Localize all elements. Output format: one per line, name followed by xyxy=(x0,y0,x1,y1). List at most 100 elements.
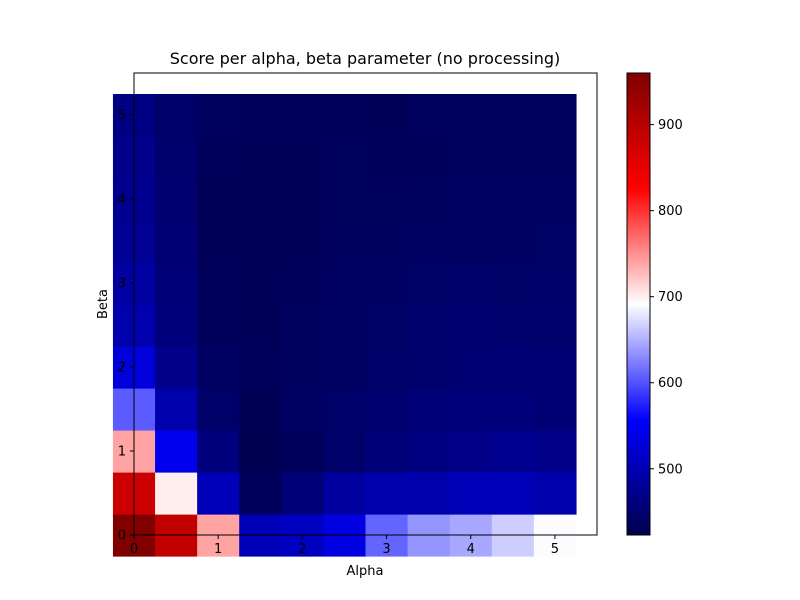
heatmap-cell xyxy=(197,136,240,179)
heatmap-cell xyxy=(533,94,577,137)
heatmap-cell xyxy=(239,304,282,347)
heatmap-cell xyxy=(323,388,367,431)
heatmap-cell xyxy=(155,388,198,431)
heatmap-cell xyxy=(407,430,451,473)
colorbar-tick-label: 800 xyxy=(658,204,683,219)
heatmap-cell xyxy=(491,94,535,137)
heatmap-cell xyxy=(449,388,493,431)
heatmap-cell xyxy=(281,388,325,431)
y-tick-label: 1 xyxy=(118,445,126,460)
heatmap-cell xyxy=(449,430,493,473)
heatmap-cell xyxy=(281,472,325,515)
heatmap-cell xyxy=(281,94,325,137)
heatmap-cell xyxy=(407,94,451,137)
heatmap-cell xyxy=(197,94,240,137)
heatmap-cell xyxy=(365,136,409,179)
heatmap-cell xyxy=(491,388,535,431)
heatmap-cell xyxy=(491,262,535,305)
heatmap-cell xyxy=(407,136,451,179)
heatmap-cell xyxy=(449,178,493,221)
heatmap-cell xyxy=(449,136,493,179)
heatmap-cell xyxy=(533,472,577,515)
heatmap-cell xyxy=(239,262,282,305)
heatmap-cell xyxy=(239,388,282,431)
heatmap-cell xyxy=(281,178,325,221)
heatmap-cell xyxy=(323,472,367,515)
heatmap-cell xyxy=(407,388,451,431)
chart-title: Score per alpha, beta parameter (no proc… xyxy=(170,49,561,68)
heatmap-cell xyxy=(197,430,240,473)
heatmap-cell xyxy=(491,136,535,179)
heatmap-cell xyxy=(449,346,493,389)
heatmap-cell xyxy=(365,178,409,221)
heatmap-cells xyxy=(112,94,577,557)
heatmap-cell xyxy=(365,304,409,347)
heatmap-cell xyxy=(323,178,367,221)
heatmap-cell xyxy=(491,346,535,389)
heatmap-cell xyxy=(365,472,409,515)
heatmap-cell xyxy=(365,430,409,473)
heatmap-cell xyxy=(365,94,409,137)
heatmap-cell xyxy=(323,136,367,179)
heatmap-cell xyxy=(491,472,535,515)
heatmap-cell xyxy=(449,262,493,305)
heatmap-cell xyxy=(239,220,282,263)
heatmap-cell xyxy=(155,472,198,515)
plot-frame xyxy=(133,72,598,536)
heatmap-cell xyxy=(197,472,240,515)
y-tick-label: 4 xyxy=(118,193,126,208)
heatmap-cell xyxy=(323,430,367,473)
y-axis-label: Beta xyxy=(96,289,111,319)
heatmap-cell xyxy=(323,304,367,347)
heatmap-cell xyxy=(239,136,282,179)
heatmap-cell xyxy=(491,220,535,263)
colorbar-tick-label: 500 xyxy=(658,462,683,477)
heatmap-cell xyxy=(365,388,409,431)
heatmap-cell xyxy=(365,220,409,263)
heatmap-cell xyxy=(407,346,451,389)
heatmap-cell xyxy=(155,262,198,305)
heatmap-cell xyxy=(197,346,240,389)
heatmap-cell xyxy=(533,304,577,347)
heatmap-cell xyxy=(533,136,577,179)
heatmap-cell xyxy=(281,346,325,389)
heatmap-cell xyxy=(323,94,367,137)
heatmap-cell xyxy=(197,178,240,221)
heatmap-cell xyxy=(155,430,198,473)
heatmap-cell xyxy=(491,430,535,473)
heatmap-cell xyxy=(281,262,325,305)
heatmap-cell xyxy=(281,136,325,179)
colorbar-tick-label: 600 xyxy=(658,376,683,391)
heatmap-cell xyxy=(281,430,325,473)
heatmap-cell xyxy=(155,136,198,179)
colorbar-tick-label: 700 xyxy=(658,290,683,305)
y-axis-ticks: 0 1 2 3 4 5 xyxy=(118,109,134,544)
heatmap-cell xyxy=(491,178,535,221)
heatmap-cell xyxy=(155,220,198,263)
heatmap-cell xyxy=(323,262,367,305)
x-tick-label: 0 xyxy=(130,542,138,557)
heatmap-cell xyxy=(491,304,535,347)
heatmap-cell xyxy=(407,178,451,221)
x-axis-label: Alpha xyxy=(347,564,384,579)
heatmap-cell xyxy=(449,304,493,347)
x-tick-label: 3 xyxy=(382,542,390,557)
heatmap-cell xyxy=(533,388,577,431)
x-axis-ticks: 0 1 2 3 4 5 xyxy=(130,535,559,557)
heatmap-cell xyxy=(197,262,240,305)
heatmap-cell xyxy=(449,94,493,137)
heatmap-cell xyxy=(407,262,451,305)
y-tick-label: 5 xyxy=(118,109,126,124)
heatmap-cell xyxy=(533,262,577,305)
heatmap-cell xyxy=(197,388,240,431)
x-tick-label: 5 xyxy=(551,542,559,557)
heatmap-cell xyxy=(239,94,282,137)
heatmap-cell xyxy=(533,220,577,263)
heatmap-cell xyxy=(365,346,409,389)
heatmap-cell xyxy=(155,304,198,347)
x-tick-label: 1 xyxy=(214,542,222,557)
heatmap-cell xyxy=(239,178,282,221)
heatmap-cell xyxy=(407,472,451,515)
heatmap-cell xyxy=(239,472,282,515)
